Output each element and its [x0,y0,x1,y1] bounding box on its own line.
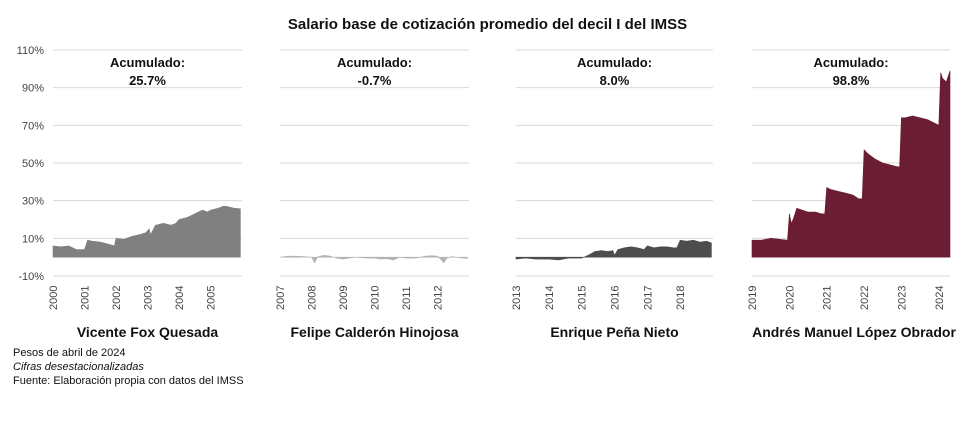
x-tick-label: 2023 [896,286,908,310]
y-axis: 110% 90% 70% 50% 30% 10% -10% [17,45,45,283]
series-area [279,254,468,264]
annotation-label: Acumulado: [337,55,412,70]
x-tick-label: 2004 [174,286,186,310]
note-source: Fuente: Elaboración propia con datos del… [13,375,244,387]
panels: 2000 2001 2002 2003 2004 2005 Acumulado: 25.7% V… [48,55,956,340]
x-tick-label: 2018 [675,286,687,310]
y-tick-label: 70% [22,120,44,132]
x-tick-label: 2010 [370,286,382,310]
annotation-label: Acumulado: [110,55,185,70]
y-tick-label: 10% [22,233,44,245]
annotation-label: Acumulado: [813,55,888,70]
x-tick-label: 2020 [784,286,796,310]
x-tick-label: 2012 [433,286,445,310]
x-tick-label: 2013 [511,286,523,310]
annotation-value: 25.7% [129,73,166,88]
panel-4: 2019 2020 2021 2022 2023 2024 Acumulado: 98.8% A… [747,55,956,340]
chart-title: Salario base de cotización promedio del … [287,16,688,33]
x-tick-label: 2015 [577,286,589,310]
note-currency: Pesos de abril de 2024 [13,347,126,359]
x-tick-label: 2017 [642,286,654,310]
note-adjustment: Cifras desestacionalizadas [13,361,144,373]
x-tick-label: 2001 [80,286,92,310]
panel-2: 2007 2008 2009 2010 2011 2012 Acumulado: -0.7% F… [275,55,468,340]
panel-1: 2000 2001 2002 2003 2004 2005 Acumulado: 25.7% V… [48,55,241,340]
x-tick-label: 2016 [610,286,622,310]
panel-name: Andrés Manuel López Obrador [752,324,956,340]
x-tick-label: 2000 [48,286,60,310]
x-tick-label: 2002 [111,286,123,310]
series-area [515,239,712,261]
annotation-value: 8.0% [600,73,630,88]
y-tick-label: 110% [17,45,45,57]
y-tick-label: 30% [22,196,44,208]
y-tick-label: 90% [22,83,44,95]
series-area [52,206,241,258]
annotation-value: 98.8% [833,73,870,88]
y-tick-label: 50% [22,158,44,170]
x-tick-label: 2003 [143,286,155,310]
x-tick-label: 2022 [859,286,871,310]
x-tick-label: 2008 [307,286,319,310]
x-tick-label: 2019 [747,286,759,310]
panel-name: Vicente Fox Quesada [77,324,219,340]
x-tick-label: 2007 [275,286,287,310]
panel-3: 2013 2014 2015 2016 2017 2018 Acumulado: 8.0% En… [511,55,712,340]
x-tick-label: 2005 [206,286,218,310]
panel-name: Felipe Calderón Hinojosa [290,324,458,340]
x-tick-label: 2014 [544,286,556,310]
y-tick-label: -10% [18,271,44,283]
x-tick-label: 2024 [934,286,946,310]
series-area [751,70,951,258]
panel-name: Enrique Peña Nieto [550,324,678,340]
x-tick-label: 2021 [822,286,834,310]
notes: Pesos de abril de 2024 Cifras desestacio… [13,346,244,388]
annotation-value: -0.7% [358,73,392,88]
x-tick-label: 2011 [401,286,413,310]
x-tick-label: 2009 [338,286,350,310]
annotation-label: Acumulado: [577,55,652,70]
